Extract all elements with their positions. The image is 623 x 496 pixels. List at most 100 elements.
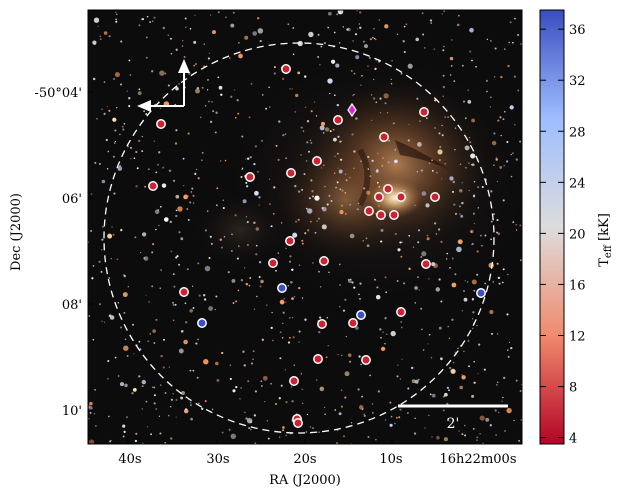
star xyxy=(422,33,425,36)
star xyxy=(305,160,308,162)
star xyxy=(128,59,131,62)
star xyxy=(94,389,96,391)
star xyxy=(245,282,249,286)
star xyxy=(513,419,515,422)
star xyxy=(109,315,115,320)
star xyxy=(297,190,301,193)
star xyxy=(470,231,473,233)
star xyxy=(257,28,264,34)
star xyxy=(461,182,463,184)
star xyxy=(467,89,469,91)
star xyxy=(293,364,295,366)
star xyxy=(384,419,387,421)
star xyxy=(519,224,522,227)
star xyxy=(332,128,335,131)
star xyxy=(497,119,500,122)
star xyxy=(216,187,219,190)
star xyxy=(186,208,189,210)
star xyxy=(326,203,329,206)
red-star-marker xyxy=(289,376,299,386)
star xyxy=(141,232,147,237)
star xyxy=(388,139,391,142)
star xyxy=(108,314,111,318)
star xyxy=(396,375,399,378)
x-tick-label: 10s xyxy=(379,452,402,467)
star xyxy=(92,40,97,45)
star xyxy=(208,256,211,260)
star xyxy=(322,132,325,134)
star xyxy=(339,284,341,286)
star xyxy=(497,411,500,414)
star xyxy=(289,88,291,90)
star xyxy=(378,19,381,21)
star xyxy=(114,129,117,132)
star xyxy=(340,389,343,391)
star xyxy=(318,270,320,273)
star xyxy=(444,162,447,165)
star xyxy=(137,91,142,96)
star xyxy=(471,327,474,330)
star xyxy=(114,72,120,78)
star xyxy=(89,401,93,406)
star xyxy=(239,398,241,400)
star xyxy=(468,189,470,192)
star xyxy=(366,244,370,248)
star xyxy=(204,400,207,403)
star xyxy=(435,287,441,292)
star xyxy=(117,375,120,377)
star xyxy=(412,246,415,248)
star xyxy=(292,27,295,29)
star xyxy=(366,190,371,195)
star xyxy=(141,408,144,410)
star xyxy=(160,354,163,358)
colorbar-gradient xyxy=(539,9,565,445)
star xyxy=(449,266,451,269)
star xyxy=(382,331,384,333)
star xyxy=(268,178,271,180)
star xyxy=(219,160,222,162)
star xyxy=(353,93,355,96)
star xyxy=(471,118,476,123)
star xyxy=(227,271,230,274)
star xyxy=(517,34,520,36)
star xyxy=(338,412,342,416)
star xyxy=(368,57,371,59)
star xyxy=(97,25,99,28)
star xyxy=(428,162,431,165)
star xyxy=(126,90,128,92)
star xyxy=(454,273,457,276)
star xyxy=(417,142,422,147)
star xyxy=(282,322,284,324)
star xyxy=(115,13,118,16)
blue-star-marker xyxy=(476,288,486,298)
star xyxy=(363,413,365,415)
star xyxy=(426,237,430,241)
star xyxy=(155,318,158,321)
star xyxy=(490,190,493,193)
star xyxy=(461,433,464,436)
star xyxy=(147,168,150,171)
star xyxy=(356,208,359,211)
star xyxy=(189,201,192,204)
star xyxy=(510,153,513,156)
star xyxy=(215,361,219,366)
star xyxy=(446,252,449,255)
star xyxy=(172,304,175,306)
star xyxy=(267,437,270,440)
star xyxy=(112,117,117,122)
star xyxy=(120,83,122,86)
red-star-marker xyxy=(286,168,296,178)
star xyxy=(149,21,152,24)
star xyxy=(167,84,170,87)
star xyxy=(329,92,331,95)
star xyxy=(391,60,393,62)
star xyxy=(373,28,375,30)
star xyxy=(159,205,162,208)
star xyxy=(306,120,310,123)
star xyxy=(169,37,173,40)
star xyxy=(305,207,308,210)
star xyxy=(316,379,318,381)
star xyxy=(327,78,333,84)
star xyxy=(275,403,277,405)
star xyxy=(108,415,110,418)
